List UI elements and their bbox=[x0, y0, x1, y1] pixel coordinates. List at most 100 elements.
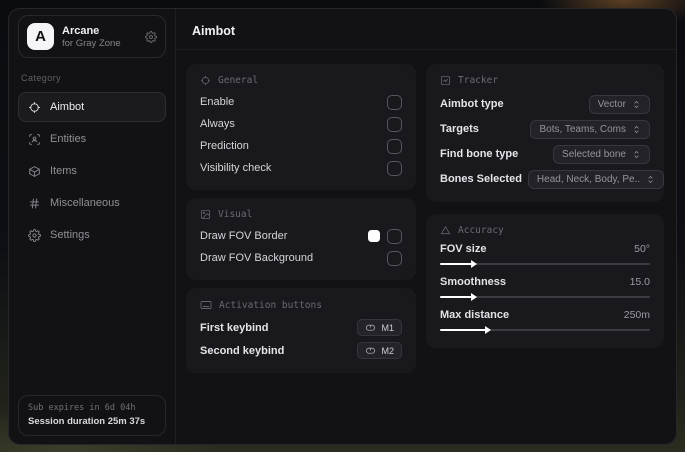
setting-label: Enable bbox=[200, 96, 235, 108]
setting-row-draw-fov-border: Draw FOV Border bbox=[200, 225, 402, 247]
main-header: Aimbot bbox=[176, 9, 676, 50]
sidebar-item-label: Settings bbox=[50, 229, 90, 241]
gear-icon[interactable] bbox=[145, 30, 157, 43]
keybind-value: M1 bbox=[381, 322, 394, 333]
sidebar-item-settings[interactable]: Settings bbox=[18, 220, 166, 250]
panel-tracker: Tracker Aimbot type Vector bbox=[426, 64, 665, 202]
setting-row-enable: Enable bbox=[200, 91, 402, 113]
setting-label: Aimbot type bbox=[440, 97, 504, 110]
sidebar-item-label: Items bbox=[50, 165, 77, 177]
slider-value: 250m bbox=[623, 309, 650, 321]
smoothness-slider[interactable] bbox=[440, 292, 650, 302]
app-window: A Arcane for Gray Zone Category Aimbot bbox=[8, 8, 677, 445]
sidebar-item-label: Miscellaneous bbox=[50, 197, 120, 209]
main-area: Aimbot General Enable bbox=[176, 9, 676, 444]
panel-title: Tracker bbox=[458, 75, 499, 86]
setting-row-prediction: Prediction bbox=[200, 135, 402, 157]
gear-icon bbox=[28, 228, 41, 242]
dropdown-value: Selected bone bbox=[562, 148, 626, 160]
sidebar-item-aimbot[interactable]: Aimbot bbox=[18, 92, 166, 122]
app-subtitle: for Gray Zone bbox=[62, 37, 121, 49]
app-name: Arcane bbox=[62, 24, 100, 37]
setting-label: Draw FOV Border bbox=[200, 230, 288, 242]
brand-card[interactable]: A Arcane for Gray Zone bbox=[18, 15, 166, 58]
setting-row-smoothness: Smoothness 15.0 bbox=[440, 276, 650, 288]
bones-selected-dropdown[interactable]: Head, Neck, Body, Pe.. bbox=[527, 169, 665, 189]
slider-thumb[interactable] bbox=[470, 292, 477, 301]
sidebar: A Arcane for Gray Zone Category Aimbot bbox=[9, 9, 176, 444]
prediction-checkbox[interactable] bbox=[387, 138, 402, 154]
setting-row-bones-selected: Bones Selected Head, Neck, Body, Pe.. bbox=[440, 166, 665, 191]
slider-value: 15.0 bbox=[629, 276, 650, 288]
slider-thumb[interactable] bbox=[485, 325, 492, 334]
sub-expires-text: Sub expires in 6d 04h bbox=[28, 403, 136, 413]
app-logo: A bbox=[27, 23, 54, 50]
sidebar-item-items[interactable]: Items bbox=[18, 156, 166, 186]
person-scan-icon bbox=[28, 133, 41, 146]
dropdown-value: Vector bbox=[597, 98, 626, 110]
panel-title: Accuracy bbox=[458, 225, 504, 236]
mouse-icon bbox=[365, 345, 376, 356]
find-bone-type-dropdown[interactable]: Selected bone bbox=[553, 144, 650, 164]
setting-label: Targets bbox=[440, 122, 479, 135]
setting-label: Bones Selected bbox=[440, 172, 522, 185]
sidebar-item-miscellaneous[interactable]: Miscellaneous bbox=[18, 188, 166, 218]
triangle-icon bbox=[440, 225, 451, 236]
setting-row-fov-size: FOV size 50° bbox=[440, 243, 650, 255]
session-duration-text: Session duration 25m 37s bbox=[28, 416, 146, 427]
image-icon bbox=[200, 209, 211, 220]
setting-row-first-keybind: First keybind M1 bbox=[200, 316, 402, 339]
panel-title: General bbox=[218, 75, 259, 86]
panel-title: Visual bbox=[218, 209, 253, 220]
chevrons-up-down-icon bbox=[632, 125, 641, 134]
panel-visual: Visual Draw FOV Border Draw FOV Backgrou… bbox=[186, 198, 416, 280]
setting-row-targets: Targets Bots, Teams, Coms bbox=[440, 116, 650, 141]
crosshair-icon bbox=[200, 75, 211, 86]
aimbot-type-dropdown[interactable]: Vector bbox=[588, 94, 650, 114]
chevrons-up-down-icon bbox=[632, 100, 641, 109]
mouse-icon bbox=[365, 322, 376, 333]
setting-label: Max distance bbox=[440, 309, 510, 321]
draw-fov-background-checkbox[interactable] bbox=[387, 250, 402, 266]
setting-row-max-distance: Max distance 250m bbox=[440, 309, 650, 321]
crosshair-icon bbox=[28, 101, 41, 114]
panel-title: Activation buttons bbox=[219, 299, 322, 311]
fov-size-slider[interactable] bbox=[440, 259, 650, 269]
keybind-value: M2 bbox=[381, 345, 394, 356]
setting-row-second-keybind: Second keybind M2 bbox=[200, 339, 402, 362]
setting-label: Draw FOV Background bbox=[200, 252, 314, 264]
max-distance-slider[interactable] bbox=[440, 325, 650, 335]
setting-label: Visibility check bbox=[200, 162, 272, 174]
fov-border-color-swatch[interactable] bbox=[368, 230, 380, 242]
setting-label: Second keybind bbox=[200, 344, 285, 357]
tracker-icon bbox=[440, 75, 451, 86]
panel-accuracy: Accuracy FOV size 50° Smoothness 15.0 bbox=[426, 214, 664, 348]
setting-row-always: Always bbox=[200, 113, 402, 135]
dropdown-value: Bots, Teams, Coms bbox=[539, 123, 626, 135]
slider-value: 50° bbox=[634, 243, 650, 255]
sidebar-item-entities[interactable]: Entities bbox=[18, 124, 166, 154]
first-keybind-button[interactable]: M1 bbox=[357, 319, 402, 336]
box-icon bbox=[28, 165, 41, 178]
enable-checkbox[interactable] bbox=[387, 94, 402, 110]
sidebar-item-label: Entities bbox=[50, 133, 87, 145]
setting-label: Always bbox=[200, 118, 235, 130]
second-keybind-button[interactable]: M2 bbox=[357, 342, 402, 359]
targets-dropdown[interactable]: Bots, Teams, Coms bbox=[530, 119, 650, 139]
dropdown-value: Head, Neck, Body, Pe.. bbox=[536, 173, 641, 185]
slider-thumb[interactable] bbox=[470, 259, 477, 268]
panel-general: General Enable Always Prediction bbox=[186, 64, 416, 190]
chevrons-up-down-icon bbox=[646, 175, 655, 184]
always-checkbox[interactable] bbox=[387, 116, 402, 132]
sidebar-nav: Aimbot Entities Items bbox=[18, 92, 166, 250]
setting-row-find-bone-type: Find bone type Selected bone bbox=[440, 141, 650, 166]
draw-fov-border-checkbox[interactable] bbox=[387, 228, 402, 244]
category-label: Category bbox=[21, 73, 62, 83]
visibility-check-checkbox[interactable] bbox=[387, 160, 402, 176]
setting-label: First keybind bbox=[200, 321, 269, 334]
subscription-card: Sub expires in 6d 04h Session duration 2… bbox=[18, 395, 166, 436]
setting-label: Prediction bbox=[200, 140, 249, 152]
page-title: Aimbot bbox=[192, 24, 236, 38]
setting-row-aimbot-type: Aimbot type Vector bbox=[440, 91, 650, 116]
chevrons-up-down-icon bbox=[632, 150, 641, 159]
